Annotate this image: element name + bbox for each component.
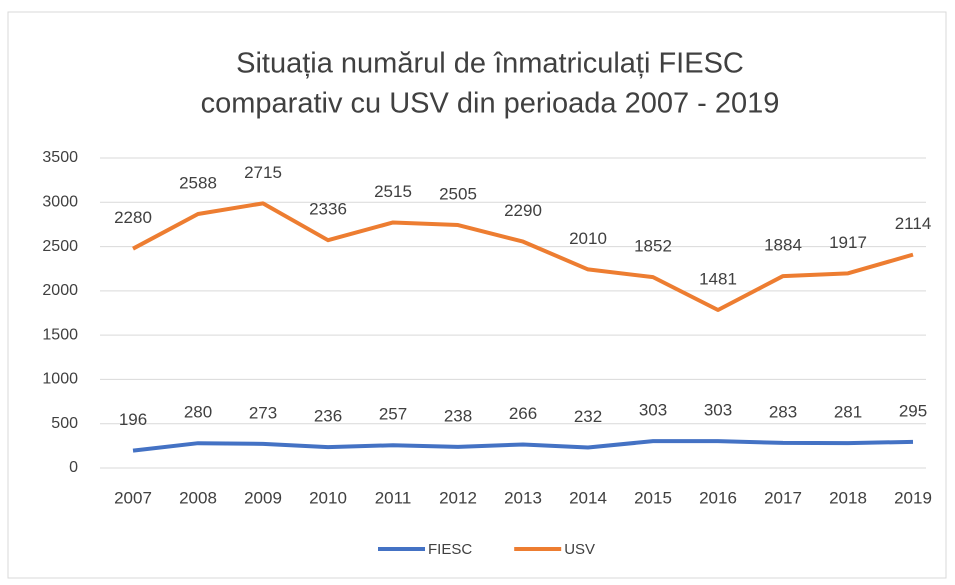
y-tick-label: 0 (69, 459, 78, 476)
data-label: 2280 (114, 208, 152, 227)
x-tick-label: 2012 (439, 488, 477, 507)
data-label: 281 (834, 403, 862, 422)
y-tick-label: 3000 (42, 194, 78, 211)
x-tick-label: 2015 (634, 488, 672, 507)
data-label: 2114 (895, 214, 932, 233)
data-label: 1481 (699, 269, 737, 288)
y-tick-label: 2000 (42, 282, 78, 299)
data-label: 238 (444, 406, 472, 425)
data-label: 1884 (764, 236, 802, 255)
data-label: 1852 (634, 237, 672, 256)
x-tick-label: 2017 (764, 488, 802, 507)
y-tick-label: 2500 (42, 238, 78, 255)
x-tick-label: 2009 (244, 488, 282, 507)
y-tick-label: 500 (51, 415, 78, 432)
line-series (132, 439, 914, 453)
data-label: 2588 (179, 173, 217, 192)
legend-label: USV (564, 541, 595, 558)
y-tick-label: 1500 (42, 326, 78, 343)
data-label: 303 (639, 401, 667, 420)
legend-label: FIESC (428, 541, 472, 558)
y-tick-label: 1000 (42, 371, 78, 388)
data-label: 2515 (374, 182, 412, 201)
data-label: 236 (314, 407, 342, 426)
chart-border (7, 11, 947, 579)
data-label: 232 (574, 407, 602, 426)
data-label: 2505 (439, 185, 477, 204)
x-tick-label: 2011 (375, 488, 412, 507)
data-label: 2336 (309, 200, 347, 219)
x-tick-label: 2007 (114, 488, 152, 507)
data-label: 2715 (244, 163, 282, 182)
data-label: 1917 (829, 233, 867, 252)
chart-title: comparativ cu USV din perioada 2007 - 20… (201, 88, 780, 120)
data-label: 2010 (569, 229, 607, 248)
x-tick-label: 2008 (179, 488, 217, 507)
data-label: 2290 (504, 201, 542, 220)
data-label: 266 (509, 404, 537, 423)
data-label: 303 (704, 401, 732, 420)
x-tick-label: 2018 (829, 488, 867, 507)
y-tick-label: 3500 (42, 149, 78, 166)
data-label: 273 (249, 403, 277, 422)
data-label: 283 (769, 402, 797, 421)
x-tick-label: 2016 (699, 488, 737, 507)
data-label: 280 (184, 403, 212, 422)
chart-title: Situația numărul de înmatriculați FIESC (236, 48, 744, 80)
x-tick-label: 2014 (569, 488, 607, 507)
data-label: 257 (379, 405, 407, 424)
x-tick-label: 2019 (894, 488, 932, 507)
data-label: 295 (899, 401, 927, 420)
data-label: 196 (119, 410, 147, 429)
line-series (132, 201, 914, 312)
x-tick-label: 2010 (309, 488, 347, 507)
x-tick-label: 2013 (504, 488, 542, 507)
